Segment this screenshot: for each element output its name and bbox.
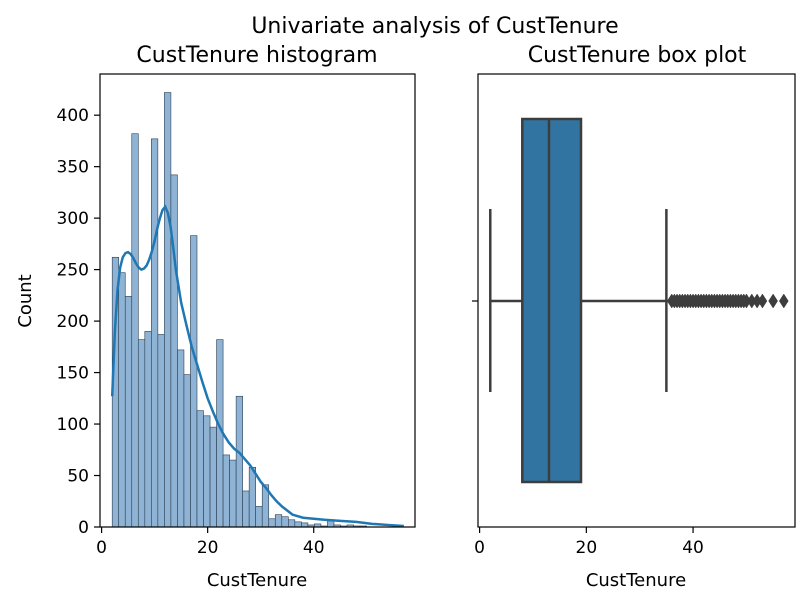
histogram-bar bbox=[222, 454, 230, 528]
histogram-bar bbox=[281, 516, 289, 528]
histogram-x-tick-label: 40 bbox=[303, 538, 325, 558]
histogram-bar bbox=[248, 466, 256, 528]
histogram-y-tick-label: 50 bbox=[67, 467, 89, 487]
histogram-bar bbox=[209, 426, 217, 528]
boxplot-x-ticks: 0 20 40 bbox=[474, 527, 704, 558]
histogram-bar bbox=[274, 514, 283, 528]
histogram-bar bbox=[235, 395, 243, 528]
histogram-bar bbox=[288, 519, 296, 528]
histogram-y-tick-label: 300 bbox=[57, 209, 89, 229]
histogram-y-tick-label: 150 bbox=[57, 364, 89, 384]
histogram-x-ticks: 0 20 40 bbox=[96, 527, 325, 558]
histogram-bar bbox=[190, 235, 198, 528]
histogram-bar bbox=[164, 92, 172, 528]
boxplot-title: CustTenure box plot bbox=[528, 43, 747, 68]
kde-line bbox=[110, 204, 404, 528]
figure-suptitle: Univariate analysis of CustTenure bbox=[251, 14, 618, 39]
histogram-bar bbox=[131, 133, 139, 528]
histogram-axes-frame bbox=[99, 73, 416, 528]
histogram-y-tick-label: 200 bbox=[57, 312, 89, 332]
histogram-bar bbox=[144, 331, 152, 528]
histogram-panel: CustTenure histogram 0 20 40 0 50 100 150 200 2… bbox=[15, 43, 416, 591]
histogram-x-axis-label: CustTenure bbox=[207, 570, 307, 591]
histogram-bar bbox=[118, 272, 126, 528]
histogram-title: CustTenure histogram bbox=[136, 43, 377, 68]
histogram-bar bbox=[229, 459, 237, 528]
histogram-bar bbox=[255, 506, 263, 528]
boxplot-x-tick-label: 0 bbox=[474, 538, 485, 558]
histogram-bars bbox=[111, 92, 367, 528]
boxplot-x-tick-label: 40 bbox=[682, 538, 704, 558]
boxplot-outlier bbox=[768, 293, 778, 309]
histogram-bar bbox=[137, 339, 146, 528]
histogram-y-tick-label: 400 bbox=[57, 106, 89, 126]
histogram-bar bbox=[157, 334, 165, 528]
histogram-bar bbox=[327, 520, 335, 528]
histogram-bar bbox=[124, 296, 133, 528]
histogram-y-tick-label: 100 bbox=[57, 415, 89, 435]
histogram-y-tick-label: 250 bbox=[57, 261, 89, 281]
boxplot-x-tick-label: 20 bbox=[576, 538, 598, 558]
histogram-bar bbox=[177, 349, 185, 528]
histogram-y-axis-label: Count bbox=[15, 274, 36, 327]
histogram-bar bbox=[301, 522, 309, 528]
histogram-bar bbox=[242, 490, 250, 528]
histogram-x-tick-label: 0 bbox=[96, 538, 107, 558]
boxplot-x-axis-label: CustTenure bbox=[586, 570, 686, 591]
boxplot-outlier bbox=[778, 293, 789, 309]
histogram-y-tick-label: 350 bbox=[57, 158, 89, 178]
boxplot-panel: CustTenure box plot 0 20 40 CustTenure bbox=[472, 43, 796, 591]
boxplot-box bbox=[521, 117, 583, 484]
histogram-x-tick-label: 20 bbox=[197, 538, 219, 558]
histogram-bar bbox=[151, 138, 159, 528]
boxplot-elements bbox=[489, 117, 789, 484]
histogram-y-ticks: 0 50 100 150 200 250 300 350 400 bbox=[57, 106, 100, 538]
histogram-bar bbox=[203, 415, 211, 528]
histogram-bar bbox=[294, 521, 302, 528]
histogram-y-tick-label: 0 bbox=[78, 518, 89, 538]
histogram-bar bbox=[183, 374, 191, 528]
boxplot-outlier bbox=[757, 293, 768, 309]
histogram-bar bbox=[268, 518, 276, 528]
histogram-bar bbox=[196, 410, 204, 528]
